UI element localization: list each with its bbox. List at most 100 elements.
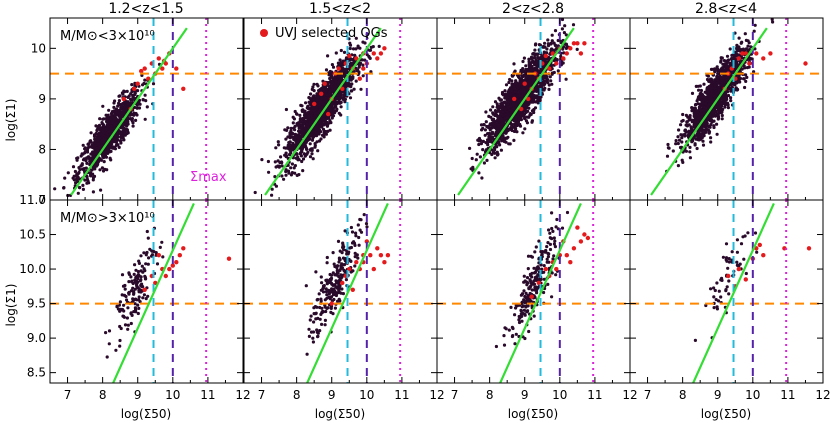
galaxy-point bbox=[334, 51, 338, 55]
galaxy-point bbox=[300, 149, 304, 153]
galaxy-point bbox=[531, 99, 535, 103]
galaxy-point bbox=[341, 97, 345, 101]
galaxy-point bbox=[542, 79, 547, 83]
galaxy-point bbox=[330, 63, 334, 67]
galaxy-point bbox=[534, 42, 538, 46]
galaxy-point bbox=[538, 99, 542, 103]
galaxy-point bbox=[477, 171, 481, 175]
galaxy-point bbox=[309, 100, 313, 104]
galaxy-point bbox=[500, 134, 504, 138]
galaxy-point bbox=[709, 140, 713, 144]
galaxy-point bbox=[507, 105, 511, 109]
galaxy-point bbox=[81, 187, 85, 191]
galaxy-point bbox=[516, 75, 521, 79]
galaxy-point bbox=[123, 129, 127, 133]
galaxy-point bbox=[496, 152, 500, 156]
galaxy-point bbox=[681, 112, 685, 117]
galaxy-point bbox=[97, 136, 101, 140]
galaxy-point bbox=[343, 67, 347, 71]
quiescent-point bbox=[543, 53, 548, 59]
galaxy-point bbox=[746, 44, 750, 48]
quiescent-point bbox=[132, 86, 137, 92]
galaxy-point bbox=[111, 110, 115, 114]
galaxy-point bbox=[81, 143, 85, 147]
galaxy-point bbox=[83, 178, 87, 182]
galaxy-point bbox=[260, 158, 264, 162]
galaxy-point bbox=[77, 166, 81, 170]
galaxy-point bbox=[474, 158, 478, 162]
galaxy-point bbox=[720, 110, 724, 114]
galaxy-point bbox=[508, 93, 512, 97]
galaxy-point bbox=[85, 156, 89, 160]
galaxy-point bbox=[346, 67, 350, 71]
galaxy-point bbox=[530, 91, 534, 95]
galaxy-point bbox=[349, 77, 353, 81]
galaxy-point bbox=[343, 100, 347, 104]
galaxy-point bbox=[522, 112, 527, 116]
galaxy-point bbox=[279, 155, 283, 159]
galaxy-point bbox=[560, 18, 565, 22]
galaxy-point bbox=[745, 75, 749, 79]
galaxy-point bbox=[476, 138, 480, 142]
quiescent-point bbox=[357, 76, 362, 81]
galaxy-point bbox=[337, 111, 341, 115]
galaxy-point bbox=[547, 87, 551, 91]
galaxy-point bbox=[489, 108, 493, 112]
panel-r0-c3 bbox=[629, 17, 824, 201]
galaxy-point bbox=[125, 124, 129, 128]
galaxy-point bbox=[491, 112, 495, 116]
galaxy-point bbox=[522, 87, 527, 91]
galaxy-point bbox=[332, 102, 336, 106]
galaxy-point bbox=[125, 105, 130, 109]
galaxy-point bbox=[114, 107, 119, 111]
galaxy-point bbox=[130, 83, 134, 87]
galaxy-point bbox=[308, 142, 312, 146]
quiescent-point bbox=[378, 51, 384, 56]
galaxy-point bbox=[512, 62, 516, 66]
galaxy-point bbox=[94, 124, 98, 128]
galaxy-point bbox=[103, 134, 107, 138]
quiescent-point bbox=[512, 96, 517, 102]
galaxy-point bbox=[113, 99, 117, 103]
galaxy-point bbox=[507, 88, 511, 92]
galaxy-point bbox=[306, 107, 310, 111]
galaxy-point bbox=[369, 45, 373, 50]
quiescent-point bbox=[568, 46, 573, 51]
galaxy-point bbox=[487, 136, 491, 140]
galaxy-point bbox=[322, 130, 326, 134]
galaxy-point bbox=[274, 184, 278, 188]
galaxy-point bbox=[491, 131, 495, 135]
galaxy-point bbox=[101, 104, 105, 108]
galaxy-point bbox=[270, 187, 274, 191]
galaxy-point bbox=[88, 172, 93, 176]
galaxy-point bbox=[564, 46, 569, 51]
galaxy-point bbox=[564, 42, 568, 47]
galaxy-point bbox=[506, 94, 510, 98]
galaxy-point bbox=[519, 115, 523, 119]
galaxy-point bbox=[145, 105, 149, 109]
galaxy-point bbox=[132, 113, 136, 117]
galaxy-point bbox=[312, 97, 316, 101]
galaxy-point bbox=[321, 121, 325, 126]
galaxy-point bbox=[298, 131, 302, 135]
galaxy-point bbox=[520, 78, 524, 82]
galaxy-point bbox=[274, 146, 278, 150]
galaxy-point bbox=[721, 107, 725, 112]
galaxy-point bbox=[296, 123, 300, 127]
quiescent-point bbox=[519, 106, 524, 112]
galaxy-point bbox=[273, 160, 277, 164]
galaxy-point bbox=[770, 18, 774, 21]
galaxy-point bbox=[298, 146, 302, 150]
galaxy-point bbox=[277, 164, 281, 168]
galaxy-point bbox=[90, 152, 94, 156]
galaxy-point bbox=[301, 129, 306, 133]
galaxy-point bbox=[287, 141, 291, 145]
galaxy-point bbox=[95, 146, 99, 151]
galaxy-point bbox=[91, 143, 95, 147]
galaxy-point bbox=[276, 159, 280, 163]
galaxy-point bbox=[319, 137, 323, 141]
galaxy-point bbox=[527, 102, 531, 106]
galaxy-point bbox=[701, 143, 706, 147]
galaxy-point bbox=[293, 138, 297, 142]
galaxy-point bbox=[305, 122, 309, 126]
